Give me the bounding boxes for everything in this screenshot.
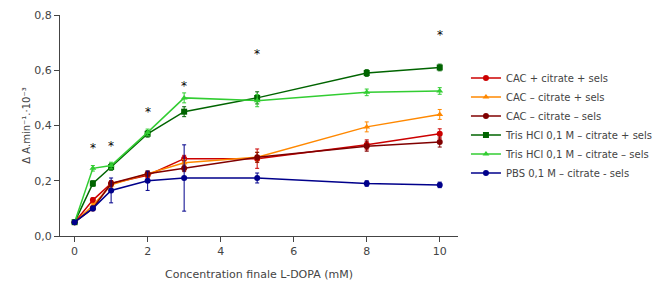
svg-text:Δ A.min⁻¹.·10⁻³: Δ A.min⁻¹.·10⁻³ (21, 87, 32, 163)
svg-text:CAC + citrate + sels: CAC + citrate + sels (506, 73, 608, 84)
svg-text:0,0: 0,0 (34, 230, 52, 243)
svg-text:CAC – citrate + sels: CAC – citrate + sels (506, 92, 605, 103)
svg-text:6: 6 (290, 245, 297, 258)
svg-text:*: * (181, 79, 187, 93)
svg-text:0,6: 0,6 (34, 64, 52, 77)
svg-text:10: 10 (433, 245, 447, 258)
svg-text:PBS 0,1 M – citrate - sels: PBS 0,1 M – citrate - sels (506, 168, 629, 179)
svg-text:0,4: 0,4 (34, 119, 52, 132)
svg-text:*: * (437, 28, 443, 42)
svg-text:8: 8 (363, 245, 370, 258)
svg-text:0,2: 0,2 (34, 175, 52, 188)
svg-text:*: * (145, 105, 151, 119)
svg-text:CAC – citrate – sels: CAC – citrate – sels (506, 111, 601, 122)
svg-text:2: 2 (144, 245, 151, 258)
svg-text:Tris HCl 0,1 M – citrate – sel: Tris HCl 0,1 M – citrate – sels (505, 149, 649, 160)
svg-text:*: * (108, 139, 114, 153)
svg-text:4: 4 (217, 245, 224, 258)
svg-text:0,8: 0,8 (34, 9, 52, 22)
svg-text:Tris HCl 0,1 M – citrate + sel: Tris HCl 0,1 M – citrate + sels (505, 130, 652, 141)
svg-text:Concentration finale L-DOPA (m: Concentration finale L-DOPA (mM) (165, 268, 353, 281)
svg-text:0: 0 (71, 245, 78, 258)
svg-text:*: * (254, 47, 260, 61)
svg-text:*: * (90, 141, 96, 155)
